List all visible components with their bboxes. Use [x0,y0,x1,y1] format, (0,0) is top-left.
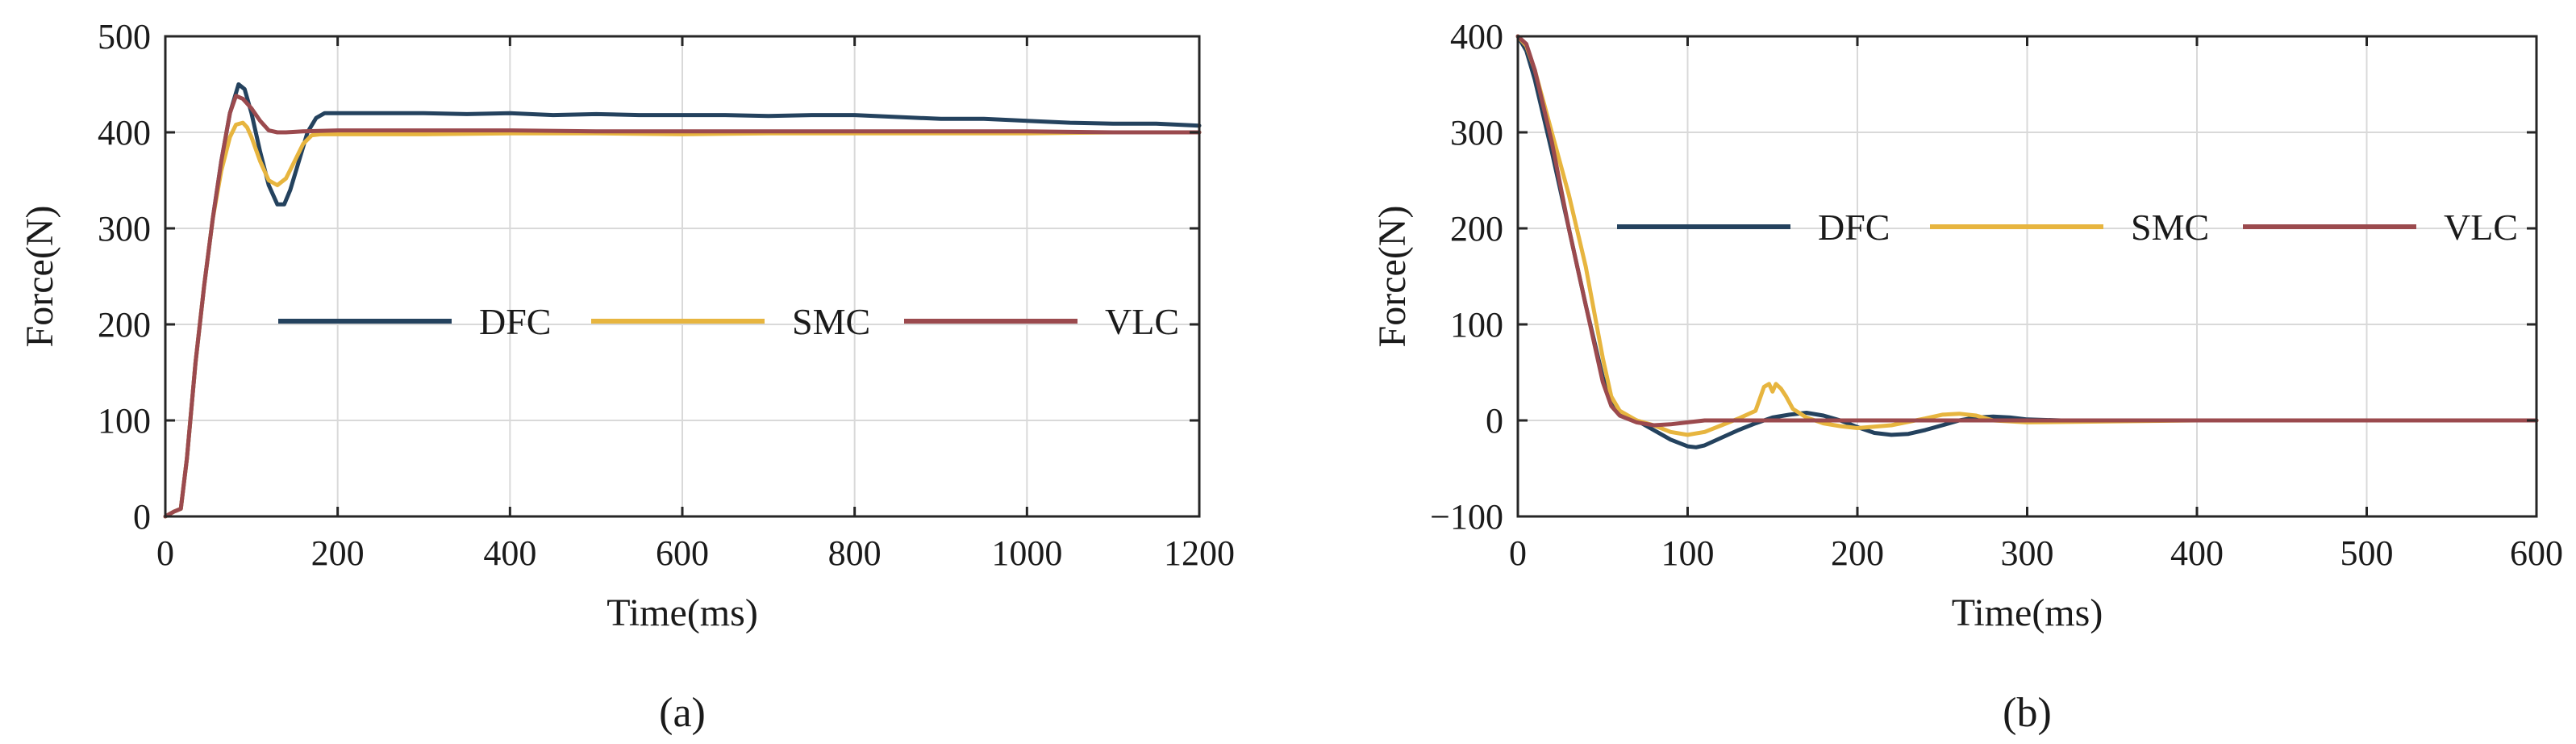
grid-b [1517,36,2537,517]
x-tick-label: 200 [1831,533,1884,573]
caption-b: (b) [2003,690,2052,736]
x-tick-label: 1200 [1164,533,1235,573]
x-tick-label: 500 [2340,533,2394,573]
series-group-b [1515,34,2539,449]
series-line-smc-b [1515,34,2539,437]
legend-label-vlc: VLC [2444,207,2518,248]
x-tick-label: 100 [1661,533,1715,573]
legend-label-smc: SMC [792,301,870,342]
x-tick-label: 1000 [991,533,1062,573]
x-tick-label: 400 [483,533,536,573]
y-tick-label: 300 [1450,113,1503,153]
x-tick-label: 0 [156,533,174,573]
y-ticks-a: 0 100 200 300 400 500 [98,17,1199,537]
legend-label-vlc: VLC [1105,301,1179,342]
y-tick-label: 0 [133,497,151,537]
legend-label-dfc: DFC [479,301,551,342]
y-tick-label: 400 [1450,17,1503,56]
x-tick-label: 200 [311,533,365,573]
series-line-vlc-b [1515,34,2539,428]
x-axis-label-a: Time(ms) [606,591,758,634]
y-ticks-b: −100 0 100 200 300 400 [1430,17,2536,537]
y-tick-label: 300 [98,209,151,249]
y-tick-label: 200 [98,305,151,345]
y-axis-label-a: Force(N) [19,206,61,348]
y-tick-label: 100 [1450,305,1503,345]
legend-a: DFC SMC VLC [278,301,1179,342]
grid-a [165,36,1200,517]
x-tick-label: 600 [2510,533,2563,573]
y-tick-label: 200 [1450,209,1503,249]
y-tick-label: 0 [1486,401,1503,441]
legend-label-dfc: DFC [1818,207,1890,248]
x-tick-label: 800 [828,533,882,573]
x-ticks-a: 0 200 400 600 800 1000 1200 [156,36,1235,573]
legend-b: DFC SMC VLC [1617,207,2518,248]
x-tick-label: 0 [1509,533,1527,573]
y-tick-label: 100 [98,401,151,441]
x-tick-label: 600 [656,533,709,573]
series-group-a [163,82,1202,519]
legend-label-smc: SMC [2131,207,2209,248]
x-axis-label-b: Time(ms) [1952,591,2103,634]
caption-a: (a) [659,690,706,736]
y-axis-label-b: Force(N) [1371,206,1414,348]
x-ticks-b: 0 100 200 300 400 500 600 [1509,36,2563,573]
y-tick-label: 400 [98,113,151,153]
x-tick-label: 400 [2170,533,2224,573]
chart-panel-a: 0 100 200 300 400 500 0 200 400 600 800 1000 1200 T… [19,17,1235,736]
series-line-vlc-a [163,94,1202,519]
x-tick-label: 300 [2001,533,2054,573]
y-tick-label: −100 [1430,497,1503,537]
y-tick-label: 500 [98,17,151,56]
